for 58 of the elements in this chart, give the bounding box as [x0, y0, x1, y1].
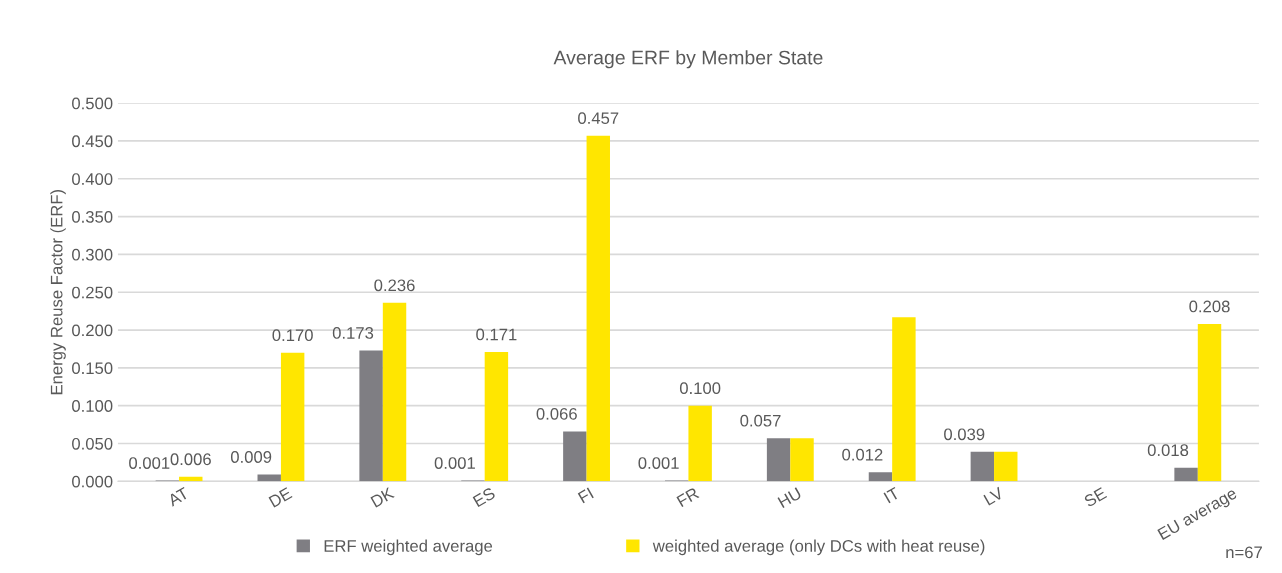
data-label: 0.009: [230, 451, 272, 463]
bar: [382, 302, 407, 482]
bar: [280, 352, 305, 482]
bar: [892, 317, 916, 482]
y-axis-title: Energy Reuse Factor (ERF): [50, 189, 66, 395]
y-tick-label: 0.250: [72, 286, 113, 299]
bar: [994, 451, 1018, 482]
x-tick-label: DK: [370, 486, 395, 508]
bar: [484, 351, 509, 482]
bar: [688, 405, 712, 482]
bar: [586, 135, 610, 482]
bar: [563, 431, 587, 482]
data-label: 0.018: [1147, 444, 1189, 457]
y-tick-label: 0.400: [72, 173, 113, 185]
bar: [790, 438, 814, 482]
x-tick-label: DE: [268, 487, 293, 508]
x-tick-label: IT: [883, 486, 901, 504]
data-label: 0.039: [944, 428, 985, 441]
y-tick-label: 0.300: [72, 248, 113, 261]
legend-label: weighted average (only DCs with heat reuse): [652, 539, 985, 556]
bar: [766, 438, 791, 482]
data-label: 0.173: [332, 327, 374, 339]
x-tick-label: LV: [983, 486, 1005, 506]
data-label: 0.006: [170, 453, 211, 466]
y-tick-label: 0.150: [72, 362, 113, 375]
y-tick-label: 0.200: [72, 324, 113, 337]
data-label: 0.457: [578, 112, 619, 125]
y-tick-label: 0.050: [72, 437, 113, 450]
y-tick-label: 0.500: [72, 97, 113, 110]
data-label: 0.170: [272, 329, 313, 342]
data-label: 0.066: [536, 407, 577, 420]
x-tick-label: AT: [166, 486, 190, 507]
data-label: 0.208: [1189, 300, 1230, 313]
y-tick-label: 0.100: [72, 400, 113, 412]
bar: [1197, 324, 1222, 482]
data-label: 0.001: [434, 457, 475, 469]
data-label: 0.057: [740, 414, 781, 427]
bar: [1174, 467, 1198, 482]
text: n=67: [1226, 546, 1262, 559]
data-label: 0.171: [476, 328, 517, 341]
x-tick-label: HU: [777, 487, 802, 509]
bar: [970, 451, 995, 482]
bar: [868, 472, 893, 482]
legend-label: ERF weighted average: [324, 539, 493, 556]
bar: [359, 350, 383, 482]
data-label: 0.001: [638, 457, 679, 469]
y-tick-label: 0.000: [72, 475, 113, 488]
y-tick-label: 0.450: [72, 135, 113, 148]
data-label: 0.001: [129, 457, 170, 469]
chart-title: Average ERF by Member State: [553, 50, 823, 69]
x-tick-label: FR: [676, 487, 700, 508]
data-label: 0.100: [679, 382, 721, 395]
data-label: 0.236: [374, 279, 415, 292]
data-label: 0.012: [842, 448, 883, 461]
x-tick-label: FI: [577, 487, 594, 504]
x-tick-label: ES: [472, 486, 496, 508]
x-tick-label: SE: [1083, 486, 1108, 508]
y-tick-label: 0.350: [72, 211, 113, 223]
